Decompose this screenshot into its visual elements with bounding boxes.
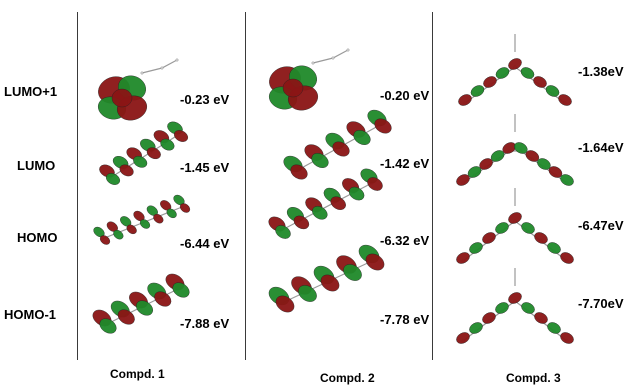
energy-compd1-homo: -6.44 eV	[180, 236, 230, 251]
energy-compd1-lumo: -1.45 eV	[180, 160, 230, 175]
level-label-lumo: LUMO	[17, 158, 56, 173]
compd2-homo-minus-1-orbital	[268, 244, 385, 313]
compd3-homo-minus-1-orbital	[456, 268, 574, 344]
compd1-homo-orbital	[93, 194, 191, 245]
compd3-lumo-plus-1-orbital	[458, 34, 572, 106]
energy-compd1-lumo-plus-1: -0.23 eV	[180, 92, 230, 107]
level-label-homo: HOMO	[17, 230, 58, 245]
energy-compd1-homo-minus-1: -7.88 eV	[180, 316, 230, 331]
energy-compd2-lumo: -1.42 eV	[380, 156, 430, 171]
caption-compd2: Compd. 2	[320, 371, 375, 385]
compd2-lumo-orbital	[283, 109, 392, 180]
caption-compd3: Compd. 3	[506, 371, 561, 385]
energy-compd3-lumo: -1.64eV	[578, 140, 624, 155]
compd1-lumo-orbital	[99, 121, 189, 185]
separator-line-3	[432, 12, 433, 360]
compd3-lumo-orbital	[456, 114, 574, 186]
compd2-lumo-plus-1-orbital	[268, 48, 350, 111]
compd2-homo-orbital	[268, 168, 383, 239]
energy-compd3-homo: -6.47eV	[578, 218, 624, 233]
level-label-homo-minus-1: HOMO-1	[4, 307, 56, 322]
compd3-homo-orbital	[456, 188, 574, 264]
energy-compd2-lumo-plus-1: -0.20 eV	[380, 88, 430, 103]
energy-compd2-homo-minus-1: -7.78 eV	[380, 312, 430, 327]
level-label-lumo-plus-1: LUMO+1	[4, 84, 58, 99]
compd1-lumo-plus-1-orbital	[97, 58, 179, 121]
compd1-homo-minus-1-orbital	[92, 273, 190, 334]
caption-compd1: Compd. 1	[110, 367, 165, 381]
energy-compd3-homo-minus-1: -7.70eV	[578, 296, 624, 311]
separator-line-1	[77, 12, 78, 360]
energy-compd2-homo: -6.32 eV	[380, 233, 430, 248]
energy-compd3-lumo-plus-1: -1.38eV	[578, 64, 624, 79]
separator-line-2	[245, 12, 246, 360]
